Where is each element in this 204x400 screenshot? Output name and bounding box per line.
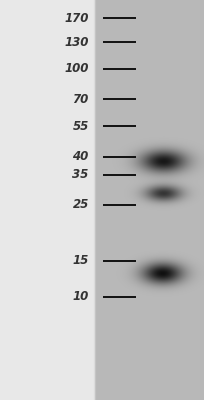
Text: 55: 55: [72, 120, 89, 132]
Text: 35: 35: [72, 168, 89, 181]
Text: 170: 170: [64, 12, 89, 24]
Text: 25: 25: [72, 198, 89, 211]
Text: 15: 15: [72, 254, 89, 267]
Text: 40: 40: [72, 150, 89, 163]
Text: 100: 100: [64, 62, 89, 75]
Text: 130: 130: [64, 36, 89, 48]
Text: 70: 70: [72, 93, 89, 106]
Text: 10: 10: [72, 290, 89, 303]
